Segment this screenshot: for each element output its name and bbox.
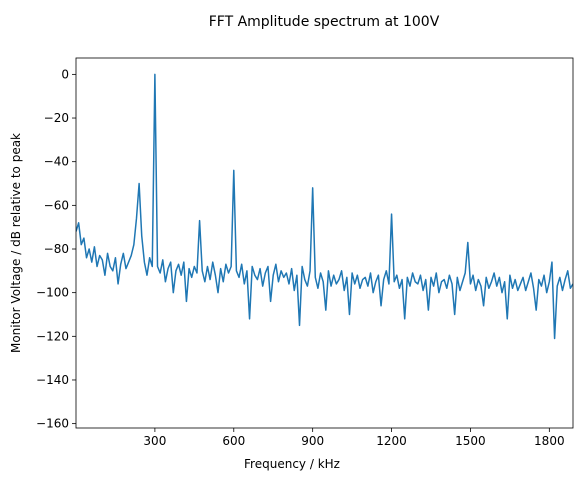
y-tick-label: −140 (36, 373, 69, 387)
x-tick-label: 300 (143, 434, 166, 448)
x-tick-label: 1500 (455, 434, 486, 448)
y-tick-label: −100 (36, 286, 69, 300)
y-tick-label: −160 (36, 417, 69, 431)
y-tick-label: −120 (36, 329, 69, 343)
x-axis-label: Frequency / kHz (244, 457, 340, 471)
x-tick-label: 900 (301, 434, 324, 448)
chart-title: FFT Amplitude spectrum at 100V (209, 14, 440, 30)
y-tick-label: −20 (44, 111, 69, 125)
x-tick-label: 1800 (534, 434, 565, 448)
y-tick-label: −80 (44, 242, 69, 256)
y-tick-label: −40 (44, 155, 69, 169)
y-tick-label: −60 (44, 198, 69, 212)
y-axis-label: Monitor Voltage / dB relative to peak (9, 133, 23, 353)
x-tick-label: 1200 (376, 434, 407, 448)
plot-frame (75, 57, 574, 429)
x-tick-label: 600 (222, 434, 245, 448)
y-tick-label: 0 (61, 67, 69, 81)
spectrum-line (76, 73, 573, 340)
